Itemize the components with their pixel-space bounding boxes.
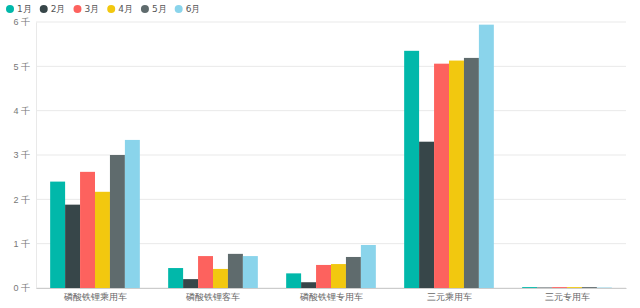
x-tick: 磷酸铁锂客车 bbox=[185, 288, 240, 302]
y-tick-label: 4 千 bbox=[13, 106, 30, 116]
x-tick: 三元专用车 bbox=[545, 288, 590, 302]
series bbox=[110, 58, 597, 288]
bar[interactable] bbox=[213, 269, 228, 288]
legend-swatch bbox=[107, 5, 115, 13]
legend-item[interactable]: 3月 bbox=[73, 4, 99, 14]
x-axis-line bbox=[37, 288, 627, 289]
legend-label: 3月 bbox=[84, 4, 99, 14]
series bbox=[95, 61, 582, 288]
legend-swatch bbox=[73, 5, 81, 13]
y-tick: 2 千 bbox=[13, 195, 36, 205]
y-tick: 5 千 bbox=[13, 62, 36, 72]
y-tick-label: 2 千 bbox=[13, 195, 30, 205]
bar[interactable] bbox=[243, 256, 258, 288]
bar[interactable] bbox=[168, 268, 183, 288]
bar[interactable] bbox=[331, 264, 346, 288]
bar[interactable] bbox=[419, 142, 434, 288]
series bbox=[80, 64, 567, 288]
x-tick: 磷酸铁锂乘用车 bbox=[63, 288, 127, 302]
grid-line bbox=[36, 66, 626, 67]
legend-label: 2月 bbox=[51, 4, 66, 14]
bar[interactable] bbox=[552, 287, 567, 288]
bar[interactable] bbox=[464, 58, 479, 288]
bar[interactable] bbox=[522, 287, 537, 288]
x-tick-label: 磷酸铁锂乘用车 bbox=[63, 292, 127, 302]
bar[interactable] bbox=[110, 155, 125, 288]
bar[interactable] bbox=[50, 182, 65, 288]
bar[interactable] bbox=[567, 287, 582, 288]
grid bbox=[36, 22, 626, 288]
legend: 1月 2月 3月 4月 5月 6月 bbox=[6, 4, 200, 14]
bar[interactable] bbox=[65, 205, 80, 288]
bar[interactable] bbox=[316, 265, 331, 288]
x-tick: 磷酸铁锂专用车 bbox=[299, 288, 363, 302]
y-tick: 4 千 bbox=[13, 106, 36, 116]
x-tick-label: 三元乘用车 bbox=[427, 292, 472, 302]
plot: 0 千 1 千 2 千 3 千 4 千 5 千 6 千磷酸铁锂乘用车 磷酸铁锂客车 磷酸铁锂专用… bbox=[13, 17, 626, 302]
chart: 0 千 1 千 2 千 3 千 4 千 5 千 6 千磷酸铁锂乘用车 磷酸铁锂客车 磷酸铁锂专用… bbox=[0, 0, 640, 308]
bar[interactable] bbox=[537, 287, 552, 288]
legend-label: 4月 bbox=[118, 4, 133, 14]
bar[interactable] bbox=[404, 51, 419, 288]
x-tick-label: 磷酸铁锂专用车 bbox=[299, 292, 363, 302]
bar[interactable] bbox=[597, 287, 612, 288]
legend-label: 1月 bbox=[17, 4, 32, 14]
y-tick-label: 5 千 bbox=[13, 62, 30, 72]
bars bbox=[50, 25, 612, 288]
legend-item[interactable]: 2月 bbox=[40, 4, 66, 14]
bar[interactable] bbox=[198, 256, 213, 288]
bar[interactable] bbox=[582, 287, 597, 288]
bar[interactable] bbox=[479, 25, 494, 288]
x-tick-label: 三元专用车 bbox=[545, 292, 590, 302]
bar[interactable] bbox=[346, 257, 361, 288]
y-axis-line bbox=[36, 23, 37, 289]
series bbox=[50, 51, 537, 288]
legend-label: 5月 bbox=[152, 4, 167, 14]
y-tick: 3 千 bbox=[13, 150, 36, 160]
legend-label: 6月 bbox=[186, 4, 201, 14]
bar[interactable] bbox=[228, 254, 243, 288]
y-tick-label: 0 千 bbox=[13, 283, 30, 293]
y-tick: 6 千 bbox=[13, 17, 36, 27]
grid-line bbox=[36, 22, 626, 23]
bar[interactable] bbox=[125, 140, 140, 288]
bar[interactable] bbox=[183, 279, 198, 288]
grid-line bbox=[36, 110, 626, 111]
legend-swatch bbox=[141, 5, 149, 13]
bar[interactable] bbox=[434, 64, 449, 288]
legend-swatch bbox=[175, 5, 183, 13]
bar[interactable] bbox=[301, 282, 316, 288]
legend-item[interactable]: 5月 bbox=[141, 4, 167, 14]
legend-item[interactable]: 4月 bbox=[107, 4, 133, 14]
legend-swatch bbox=[40, 5, 48, 13]
legend-item[interactable]: 1月 bbox=[6, 4, 32, 14]
y-tick-label: 6 千 bbox=[13, 17, 30, 27]
y-tick-label: 1 千 bbox=[13, 239, 30, 249]
x-tick: 三元乘用车 bbox=[427, 288, 472, 302]
series bbox=[125, 25, 612, 288]
bar[interactable] bbox=[361, 245, 376, 288]
legend-item[interactable]: 6月 bbox=[175, 4, 201, 14]
bar[interactable] bbox=[286, 273, 301, 288]
bar[interactable] bbox=[80, 172, 95, 288]
y-tick: 0 千 bbox=[13, 283, 36, 293]
bar[interactable] bbox=[449, 61, 464, 288]
legend-swatch bbox=[6, 5, 14, 13]
y-tick-label: 3 千 bbox=[13, 150, 30, 160]
x-axis: 磷酸铁锂乘用车 磷酸铁锂客车 磷酸铁锂专用车 三元乘用车 三元专用车 bbox=[37, 288, 627, 302]
y-axis: 0 千 1 千 2 千 3 千 4 千 5 千 6 千 bbox=[13, 17, 36, 293]
x-tick-label: 磷酸铁锂客车 bbox=[185, 292, 240, 302]
y-tick: 1 千 bbox=[13, 239, 36, 249]
bar[interactable] bbox=[95, 192, 110, 288]
